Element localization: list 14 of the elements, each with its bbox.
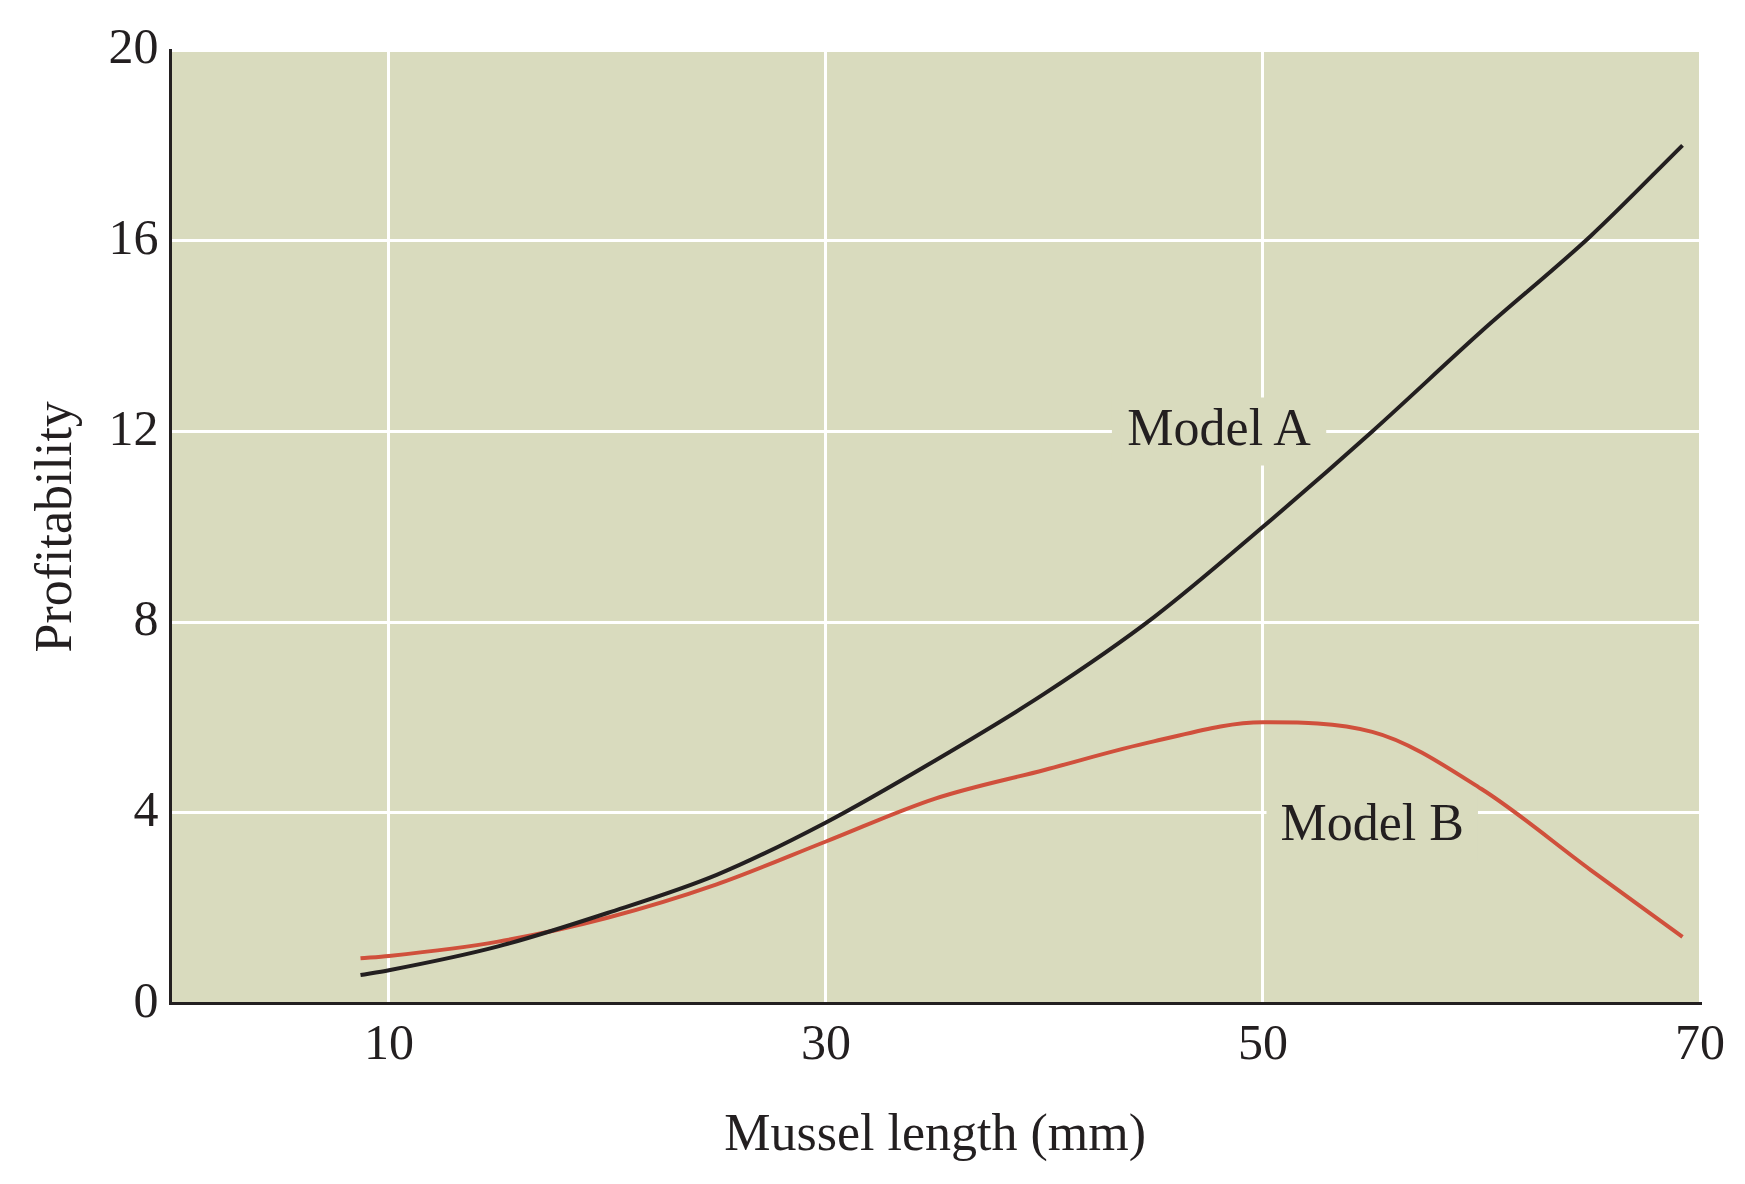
y-axis-title: Profitability <box>24 401 82 653</box>
x-tick-label: 70 <box>1675 1013 1725 1070</box>
y-tick-label: 20 <box>108 18 159 75</box>
y-tick-label: 12 <box>108 399 159 456</box>
y-tick-label: 4 <box>133 781 159 838</box>
x-tick-label: 10 <box>363 1013 414 1070</box>
series-label: Model A <box>1127 399 1312 457</box>
x-axis-title: Mussel length (mm) <box>724 1104 1147 1163</box>
x-tick-label: 50 <box>1237 1013 1288 1070</box>
y-tick-label: 0 <box>133 971 159 1028</box>
y-tick-label: 16 <box>108 208 159 265</box>
y-tick-label: 8 <box>133 590 159 647</box>
series-label: Model B <box>1280 794 1464 852</box>
x-tick-label: 30 <box>800 1013 851 1070</box>
